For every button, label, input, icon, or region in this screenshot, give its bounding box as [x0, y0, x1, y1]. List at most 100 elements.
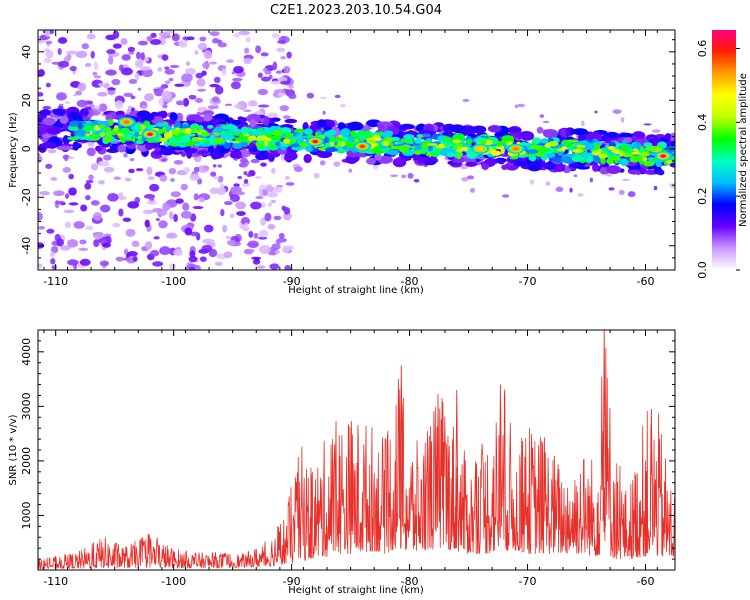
band-blob — [500, 147, 505, 154]
band-blob — [117, 144, 127, 153]
noise-blob — [319, 160, 326, 166]
noise-blob — [256, 265, 266, 269]
noise-blob — [243, 249, 254, 255]
noise-blob — [180, 183, 189, 191]
band-blob — [270, 117, 281, 122]
band-blob — [496, 141, 503, 147]
noise-blob — [57, 48, 62, 55]
noise-blob — [92, 105, 101, 109]
band-blob — [212, 138, 225, 143]
noise-blob — [249, 102, 255, 106]
band-blob — [666, 145, 675, 154]
band-blob — [398, 124, 415, 130]
band-blob — [303, 153, 312, 164]
band-blob — [647, 145, 657, 152]
noise-blob — [147, 176, 155, 181]
noise-blob — [569, 187, 573, 193]
band-blob — [451, 156, 465, 164]
noise-blob — [260, 162, 267, 167]
noise-blob — [43, 48, 50, 52]
noise-blob — [238, 30, 250, 36]
band-blob — [79, 108, 89, 117]
noise-blob — [288, 93, 297, 100]
noise-blob — [173, 213, 178, 223]
noise-blob — [257, 88, 268, 96]
noise-blob — [210, 171, 217, 177]
band-blob — [154, 147, 162, 152]
band-blob — [655, 161, 662, 168]
y-tick-label: 40 — [20, 45, 33, 59]
noise-blob — [517, 103, 525, 108]
noise-blob — [185, 67, 196, 76]
band-blob — [272, 129, 284, 137]
noise-blob — [103, 82, 110, 89]
band-blob — [621, 144, 627, 151]
noise-blob — [258, 245, 271, 254]
spectrogram-x-label: Height of straight line (km) — [288, 285, 424, 296]
band-blob — [186, 133, 196, 137]
band-blob — [53, 108, 66, 116]
noise-blob — [182, 97, 190, 107]
noise-blob — [162, 202, 171, 212]
noise-blob — [250, 158, 260, 164]
noise-blob — [159, 246, 171, 255]
band-blob — [221, 125, 232, 130]
noise-blob — [171, 33, 180, 42]
band-blob — [346, 155, 358, 165]
noise-blob — [98, 103, 108, 112]
y-tick-label: -40 — [20, 237, 33, 255]
noise-blob — [144, 241, 153, 250]
noise-blob — [236, 211, 246, 217]
band-blob — [164, 132, 173, 139]
band-blob — [555, 162, 564, 172]
noise-blob — [118, 64, 124, 72]
noise-blob — [278, 232, 285, 240]
band-blob — [95, 145, 103, 152]
band-blob — [594, 143, 601, 150]
noise-blob — [461, 177, 469, 182]
band-blob — [295, 134, 303, 143]
band-blob — [104, 136, 112, 143]
noise-blob — [134, 60, 144, 68]
band-blob — [135, 139, 144, 145]
noise-blob — [223, 200, 233, 206]
noise-blob — [275, 70, 283, 74]
snr-y-label: SNR (10 * v/v) — [8, 414, 19, 485]
noise-blob — [189, 267, 196, 270]
noise-blob — [75, 50, 88, 59]
hotspot — [477, 147, 484, 151]
band-blob — [452, 139, 461, 143]
band-blob — [484, 159, 494, 165]
band-blob — [116, 132, 125, 136]
band-blob — [620, 158, 629, 167]
noise-blob — [466, 175, 475, 180]
band-blob — [305, 145, 314, 152]
band-blob — [240, 126, 250, 135]
noise-blob — [45, 82, 51, 88]
band-blob — [140, 124, 146, 130]
noise-blob — [222, 224, 228, 233]
noise-blob — [270, 80, 281, 85]
band-blob — [572, 148, 584, 153]
band-blob — [290, 143, 302, 148]
noise-blob — [272, 61, 278, 71]
band-blob — [303, 128, 313, 136]
band-blob — [571, 155, 583, 162]
noise-blob — [39, 190, 50, 196]
noise-blob — [97, 91, 108, 97]
noise-blob — [293, 166, 303, 173]
noise-blob — [319, 96, 327, 99]
noise-blob — [198, 197, 205, 203]
band-blob — [140, 115, 155, 121]
band-blob — [360, 133, 367, 139]
band-blob — [209, 134, 216, 141]
band-blob — [248, 135, 254, 142]
band-blob — [606, 157, 614, 165]
band-blob — [46, 126, 62, 135]
band-blob — [347, 121, 364, 131]
noise-blob — [284, 175, 290, 180]
band-blob — [170, 137, 183, 145]
noise-blob — [281, 245, 291, 254]
noise-blob — [86, 147, 96, 157]
noise-blob — [105, 69, 117, 76]
